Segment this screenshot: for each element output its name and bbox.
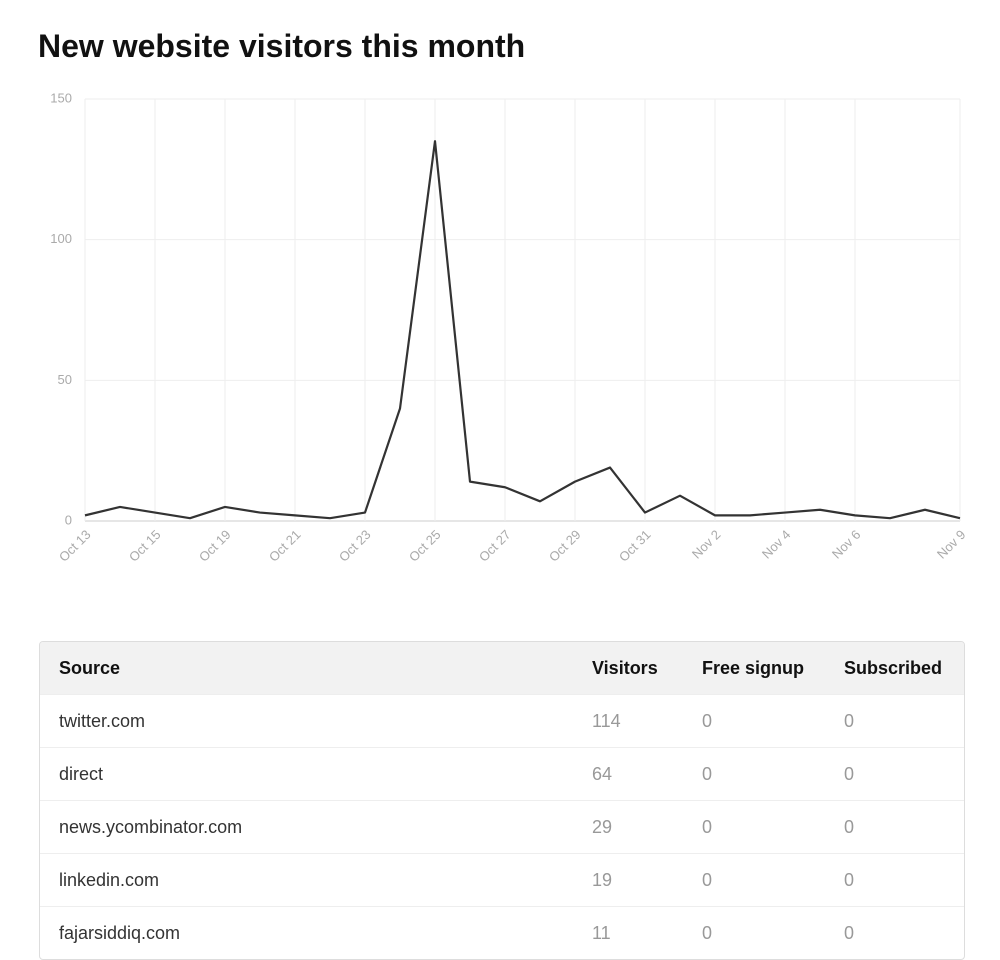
x-tick-label: Oct 19 bbox=[196, 527, 234, 565]
table-cell: 0 bbox=[701, 694, 843, 747]
y-tick-label: 150 bbox=[50, 90, 72, 105]
x-tick-label: Nov 6 bbox=[829, 527, 864, 562]
column-header: Free signup bbox=[701, 642, 843, 694]
x-tick-label: Oct 25 bbox=[406, 527, 444, 565]
chart-title: New website visitors this month bbox=[38, 28, 526, 64]
table-cell: 0 bbox=[701, 853, 843, 906]
x-tick-label: Oct 29 bbox=[546, 527, 584, 565]
chart: 0 50 100 150 Oct 13 Oct 15 Oct 19 Oct 21 Oct 23 O… bbox=[50, 90, 969, 565]
table-cell: 0 bbox=[843, 853, 964, 906]
header-row: Source Visitors Free signup Subscribed bbox=[40, 642, 964, 694]
table-row: direct 64 0 0 bbox=[40, 747, 964, 800]
table-cell: 0 bbox=[701, 800, 843, 853]
table-cell: 0 bbox=[843, 906, 964, 959]
x-tick-label: Nov 4 bbox=[759, 527, 794, 562]
y-tick-label: 100 bbox=[50, 231, 72, 246]
x-tick-label: Oct 13 bbox=[56, 527, 94, 565]
table-cell: 0 bbox=[701, 906, 843, 959]
y-tick-label: 0 bbox=[65, 512, 72, 527]
table-cell: 0 bbox=[843, 694, 964, 747]
y-tick-label: 50 bbox=[58, 372, 72, 387]
table-cell: 0 bbox=[701, 747, 843, 800]
x-tick-label: Oct 15 bbox=[126, 527, 164, 565]
column-header: Subscribed bbox=[843, 642, 964, 694]
column-header: Visitors bbox=[591, 642, 701, 694]
column-header: Source bbox=[40, 642, 591, 694]
table-cell: 64 bbox=[591, 747, 701, 800]
table-cell: direct bbox=[40, 747, 591, 800]
table-cell: linkedin.com bbox=[40, 853, 591, 906]
line bbox=[84, 140, 961, 520]
x-tick-label: Nov 2 bbox=[689, 527, 724, 562]
table-row: news.ycombinator.com 29 0 0 bbox=[40, 800, 964, 853]
table-row: twitter.com 114 0 0 bbox=[40, 694, 964, 747]
table-cell: 11 bbox=[591, 906, 701, 959]
table-cell: twitter.com bbox=[40, 694, 591, 747]
table-cell: 19 bbox=[591, 853, 701, 906]
table-cell: 29 bbox=[591, 800, 701, 853]
table-cell: 114 bbox=[591, 694, 701, 747]
table-cell: 0 bbox=[843, 800, 964, 853]
table-cell: news.ycombinator.com bbox=[40, 800, 591, 853]
x-tick-label: Oct 21 bbox=[266, 527, 304, 565]
table-cell: fajarsiddiq.com bbox=[40, 906, 591, 959]
table-cell: 0 bbox=[843, 747, 964, 800]
x-tick-label: Oct 31 bbox=[616, 527, 654, 565]
x-tick-label: Oct 27 bbox=[476, 527, 514, 565]
x-tick-label: Oct 23 bbox=[336, 527, 374, 565]
table-row: fajarsiddiq.com 11 0 0 bbox=[40, 906, 964, 959]
x-tick-label: Nov 9 bbox=[934, 527, 969, 562]
sources-table: Source Visitors Free signup Subscribed twitt… bbox=[39, 641, 965, 960]
table-row: linkedin.com 19 0 0 bbox=[40, 853, 964, 906]
